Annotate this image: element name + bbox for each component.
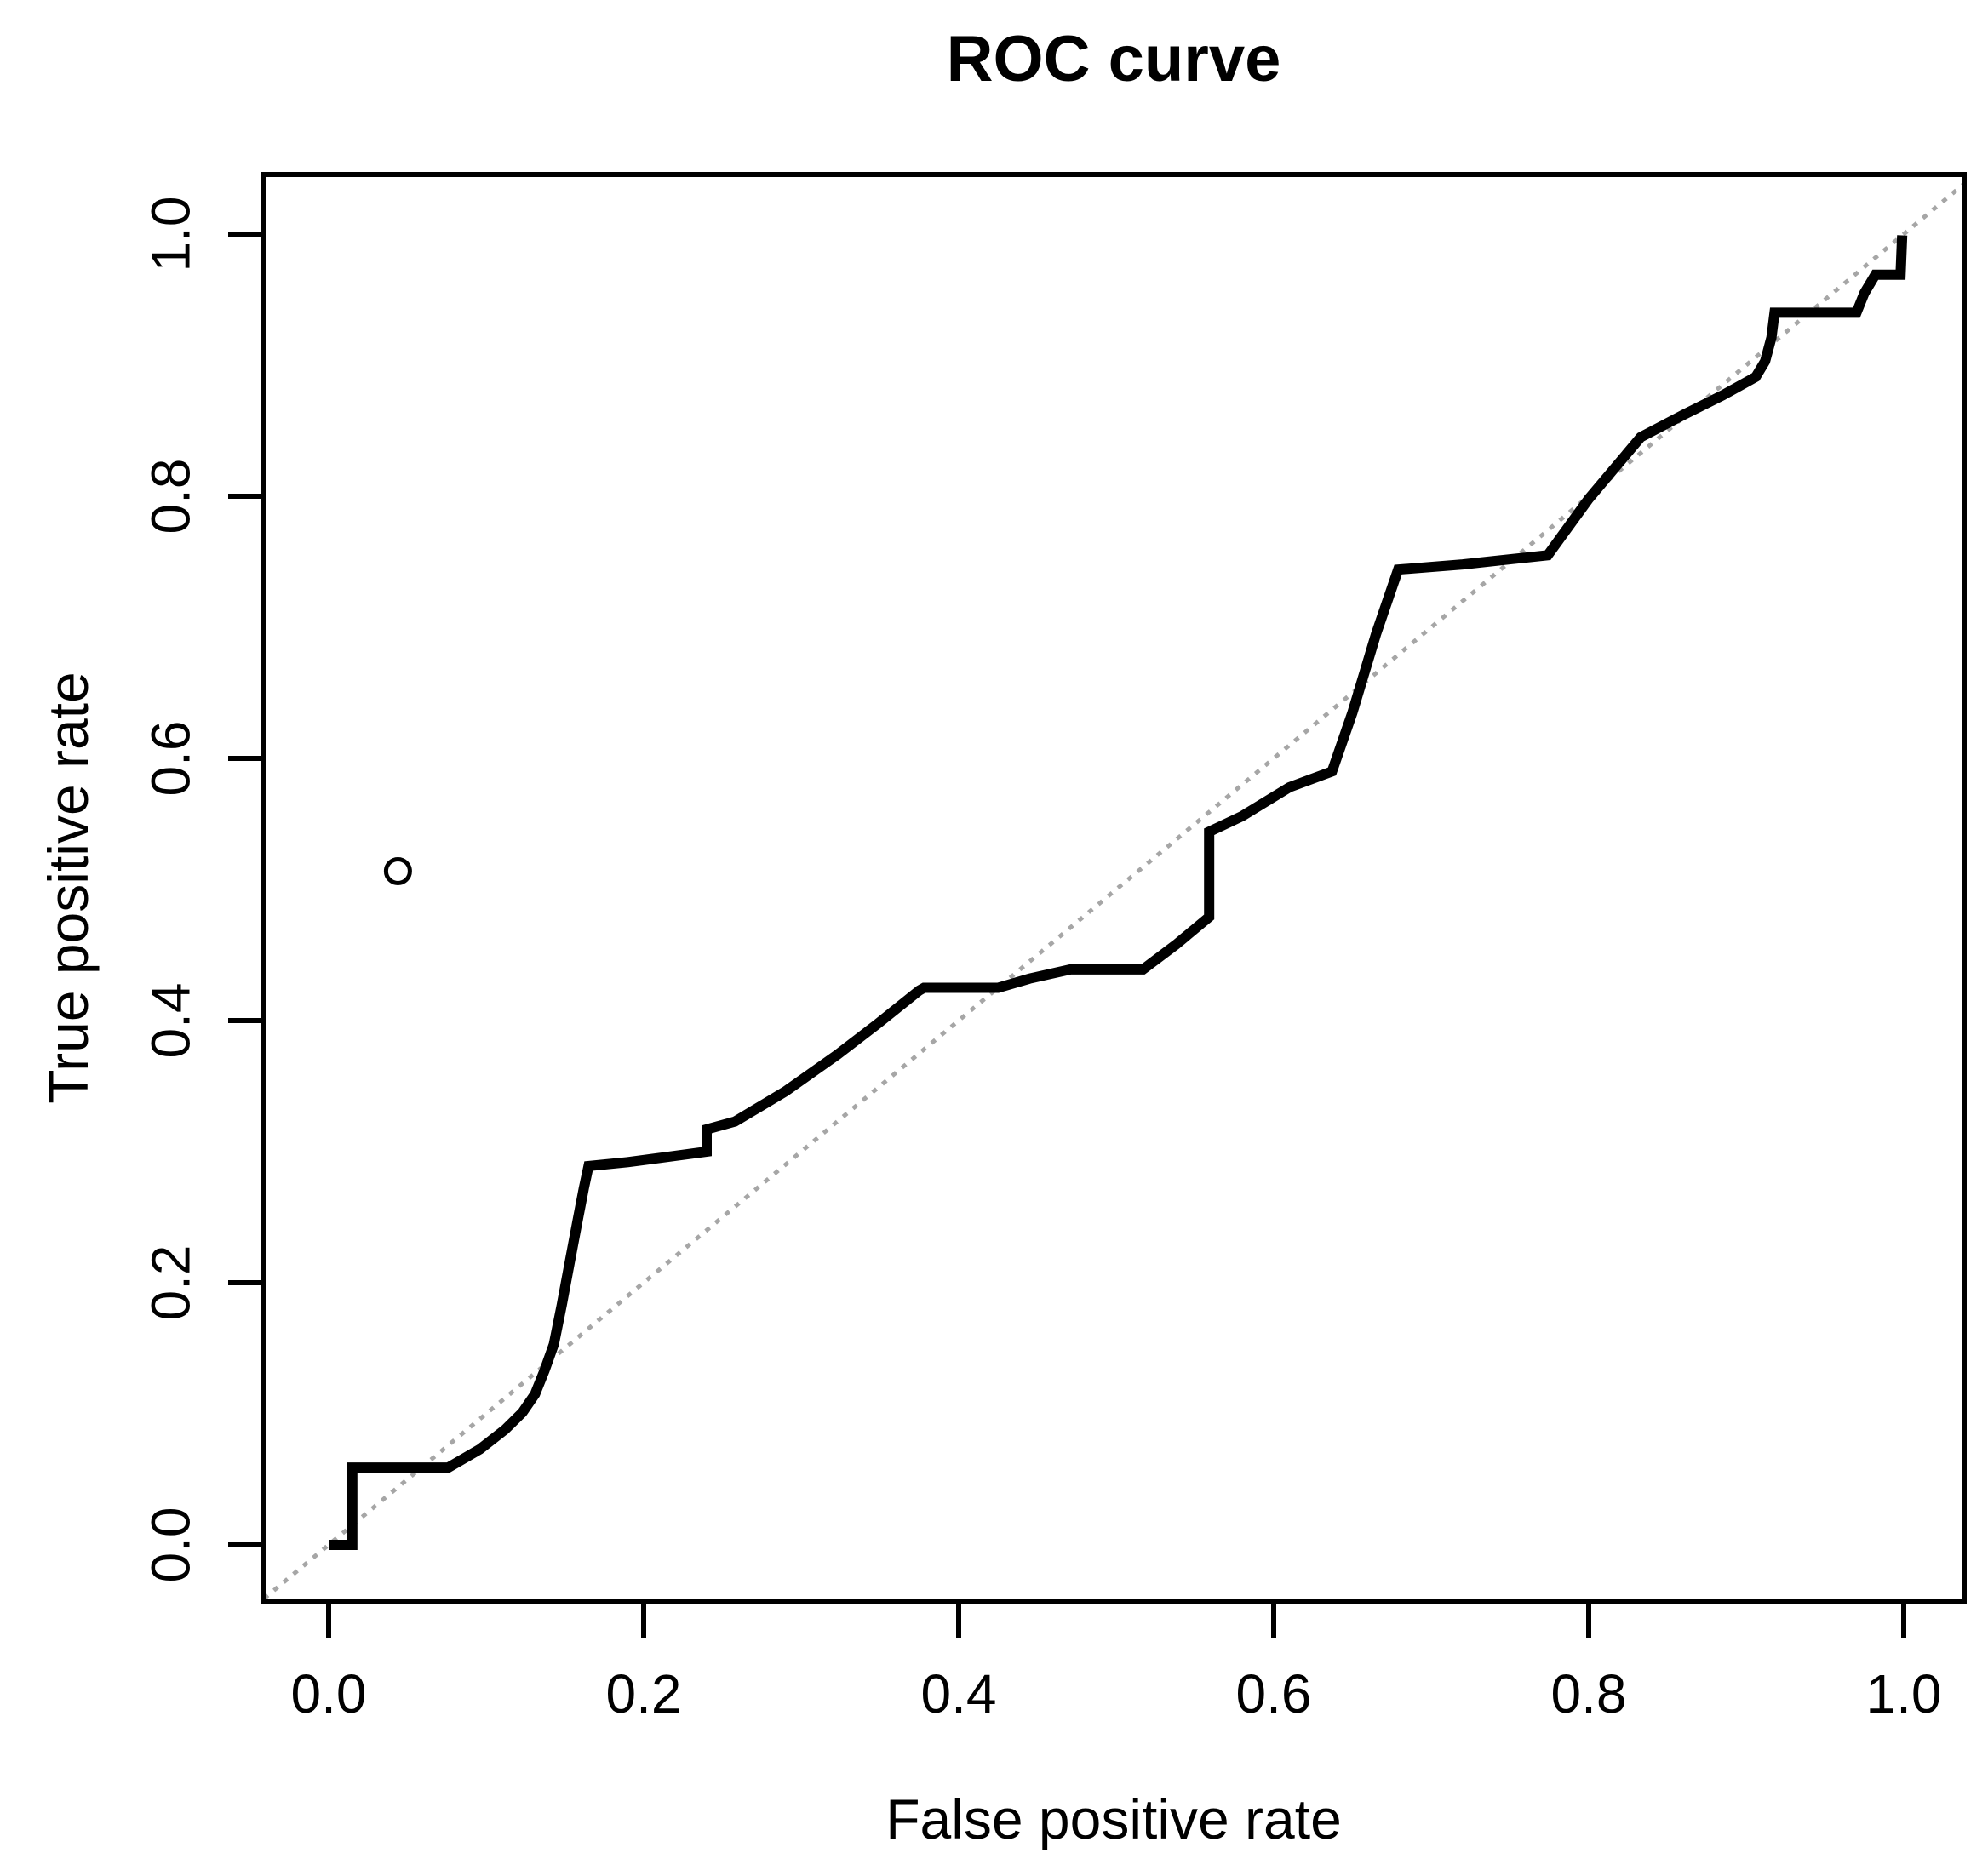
x-tick-label: 0.2 [606,1663,682,1724]
x-tick-label: 0.6 [1236,1663,1312,1724]
y-tick-label: 0.4 [140,983,201,1059]
y-tick-label: 0.6 [140,721,201,797]
outlier-point-marker [383,856,412,885]
y-axis-label: True positive rate [37,672,100,1103]
series-layer [329,235,1908,1550]
chart-title: ROC curve [947,23,1281,95]
x-tick-label: 0.8 [1551,1663,1627,1724]
x-axis-label: False positive rate [885,1787,1342,1850]
plot-box [261,172,1967,1604]
y-tick-label: 0.8 [140,459,201,535]
x-tick-label: 0.4 [921,1663,997,1724]
x-tick-label: 0.0 [291,1663,367,1724]
y-tick-label: 0.2 [140,1245,201,1321]
roc-curve [329,235,1908,1550]
chance-diagonal [262,182,1965,1601]
x-tick-label: 1.0 [1866,1663,1942,1724]
y-tick-label: 1.0 [140,197,201,272]
y-tick-label: 0.0 [140,1507,201,1583]
reference-line-layer [262,182,1965,1601]
marker-layer [383,856,412,885]
axis-ticks-layer: 0.0 0.2 0.4 0.6 0.8 1.0 0.0 0.2 0.4 0.6 0.8 1.0 [140,197,1941,1724]
